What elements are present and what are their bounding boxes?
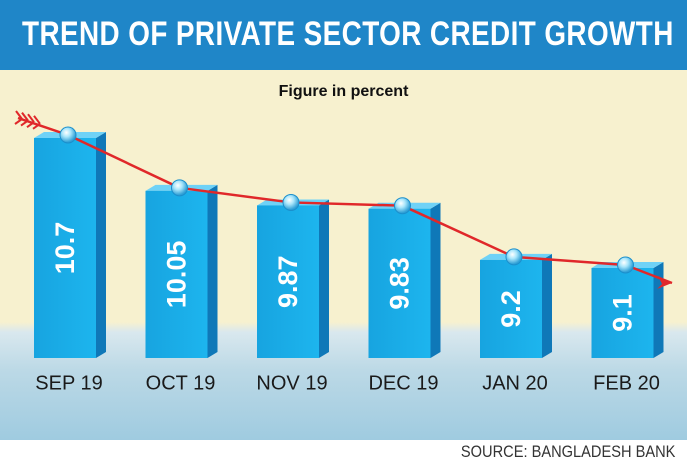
- trend-marker: [59, 126, 77, 144]
- bar-front-face: [368, 208, 431, 358]
- bar-front-face: [591, 268, 654, 358]
- bar-dec-19: [368, 202, 441, 358]
- bar-front-face: [145, 190, 208, 358]
- trend-marker: [394, 197, 411, 215]
- bar-nov-19: [257, 199, 329, 358]
- trend-marker: [171, 179, 188, 197]
- x-tick-label: FEB 20: [593, 372, 660, 394]
- bar-value-label: 9.2: [496, 290, 526, 328]
- chart-background: [0, 70, 687, 440]
- x-tick-label: SEP 19: [35, 372, 102, 394]
- source-strip: [0, 440, 687, 465]
- trend-fletching: [21, 111, 29, 122]
- bar-value-label: 9.83: [385, 257, 415, 310]
- bar-jan-20: [480, 253, 552, 358]
- trend-line: [17, 116, 673, 285]
- trend-fletching: [26, 121, 35, 129]
- bar-value-label: 10.7: [50, 222, 80, 275]
- trend-arrow-head: [657, 276, 672, 289]
- x-tick-label: OCT 19: [146, 372, 216, 394]
- x-tick-label: NOV 19: [256, 372, 327, 394]
- bar-oct-19: [145, 184, 218, 358]
- bar-side-face: [319, 199, 329, 358]
- x-tick-label: JAN 20: [482, 372, 548, 394]
- bar-feb-20: [591, 262, 664, 358]
- trend-fletching: [27, 113, 35, 123]
- bar-sep-19: [34, 132, 106, 358]
- trend-marker: [282, 193, 300, 211]
- bar-value-label: 9.1: [608, 294, 638, 332]
- trend-fletching: [15, 110, 23, 120]
- title-bar: TREND OF PRIVATE SECTOR CREDIT GROWTH: [0, 0, 687, 70]
- trend-fletching: [32, 122, 41, 130]
- bar-value-label: 9.87: [273, 255, 303, 308]
- chart-subtitle: Figure in percent: [278, 83, 409, 100]
- trend-fletching: [33, 115, 41, 125]
- bar-front-face: [480, 259, 542, 358]
- trend-marker: [617, 256, 634, 274]
- trend-fletching: [14, 118, 23, 125]
- bar-front-face: [257, 205, 319, 358]
- bar-side-face: [430, 202, 441, 358]
- source-note: SOURCE: BANGLADESH BANK: [460, 442, 675, 461]
- chart-title: TREND OF PRIVATE SECTOR CREDIT GROWTH: [22, 15, 674, 53]
- bar-side-face: [542, 253, 552, 358]
- bar-side-face: [96, 132, 106, 358]
- trend-fletching: [20, 119, 29, 127]
- bar-side-face: [207, 184, 218, 358]
- trend-marker: [505, 248, 523, 266]
- bar-front-face: [34, 138, 96, 358]
- bar-value-label: 10.05: [162, 241, 192, 309]
- x-tick-label: DEC 19: [368, 372, 438, 394]
